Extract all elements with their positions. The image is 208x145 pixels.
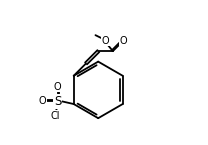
Text: S: S [54,95,61,108]
Text: Cl: Cl [51,111,60,121]
Text: O: O [102,36,109,46]
Text: O: O [54,82,62,92]
Text: O: O [39,96,46,106]
Text: O: O [120,36,127,46]
